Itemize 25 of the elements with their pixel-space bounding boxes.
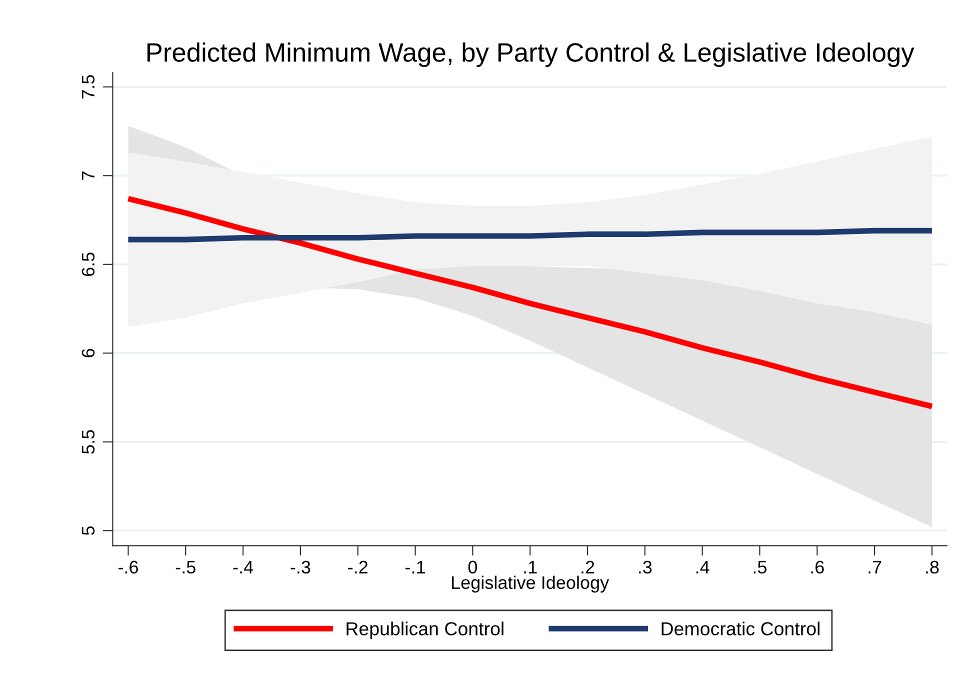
- x-axis-title: Legislative Ideology: [452, 576, 610, 593]
- x-tick-label: .2: [582, 560, 594, 574]
- x-tick-label: 0: [468, 560, 477, 574]
- x-tick-label: .6: [811, 560, 824, 574]
- x-tick-label: -.5: [176, 560, 196, 574]
- legend-label: Republican Control: [346, 622, 504, 640]
- x-tick-label: .4: [696, 560, 710, 574]
- x-tick-label: -.6: [118, 560, 138, 574]
- x-tick-label: .1: [524, 560, 537, 574]
- x-tick-label: .8: [926, 560, 939, 574]
- x-tick-label: .7: [868, 560, 882, 574]
- y-tick-label: 5.5: [82, 430, 95, 454]
- x-tick-label: .5: [754, 560, 766, 574]
- y-tick-label: 6.5: [82, 252, 95, 276]
- y-tick-label: 7: [82, 172, 94, 180]
- x-tick-label: -.2: [348, 560, 368, 574]
- x-tick-label: -.1: [406, 560, 425, 574]
- x-tick-label: .3: [639, 560, 652, 574]
- x-tick-label: -.3: [290, 560, 310, 574]
- y-tick-label: 7.5: [82, 75, 95, 99]
- legend-label: Democratic Control: [662, 622, 820, 636]
- x-tick-label: -.4: [233, 560, 254, 574]
- y-tick-label: 6: [82, 348, 95, 358]
- y-tick-label: 5: [82, 526, 95, 535]
- chart-title: Predicted Minimum Wage, by Party Control & Legislative Ideology: [147, 42, 914, 68]
